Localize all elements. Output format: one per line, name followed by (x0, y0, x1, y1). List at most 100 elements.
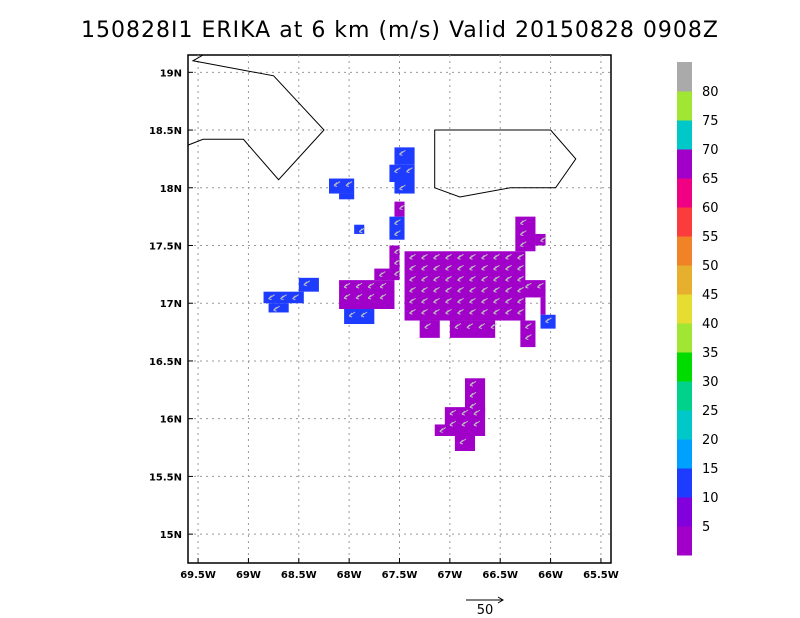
wind-arrow (445, 275, 452, 282)
echo-cell-1-0 (329, 178, 355, 194)
lat-tick-label-2: 16N (160, 415, 182, 426)
wind-arrow (457, 253, 464, 260)
chart-title: 150828I1 ERIKA at 6 km (m/s) Valid 20150… (81, 18, 719, 43)
wind-arrow (469, 286, 476, 293)
wind-arrow (409, 297, 416, 304)
wind-arrow (394, 248, 401, 254)
wind-arrow (433, 286, 440, 293)
echo-cell-8-0 (404, 251, 526, 321)
wind-arrow (493, 308, 500, 315)
wind-arrow (379, 293, 387, 300)
lat-tick-label-0: 15N (160, 530, 182, 541)
echo-cell-1-1 (339, 193, 355, 200)
wind-arrow (399, 184, 406, 191)
wind-arrow (469, 308, 476, 315)
wind-arrow (409, 275, 416, 282)
colorbar-label-11: 60 (702, 201, 719, 216)
colorbar: 5 10 15 20 25 30 35 40 45 50 55 60 65 70 75 80 (677, 62, 719, 556)
wind-arrow (481, 253, 488, 260)
lon-tick-label-7: 66W (538, 570, 563, 581)
wind-arrow (421, 286, 428, 293)
wind-arrow (360, 311, 368, 318)
colorbar-label-10: 55 (702, 230, 719, 245)
colorbar-label-1: 10 (702, 491, 719, 506)
wind-arrow (519, 241, 527, 248)
wind-vector-layer (268, 149, 552, 445)
wind-arrow (355, 282, 363, 289)
lat-tick-label-7: 18.5N (149, 126, 182, 137)
wind-arrow (394, 259, 401, 265)
colorbar-label-7: 40 (702, 317, 719, 332)
wind-arrow (348, 311, 356, 318)
wind-arrow (473, 420, 481, 427)
vector-key: 50 (466, 596, 504, 618)
echo-cell-5-2 (268, 303, 289, 313)
wind-arrow (292, 294, 299, 301)
colorbar-segment-16 (677, 62, 692, 92)
wind-arrow (473, 409, 481, 416)
wind-arrow (457, 297, 464, 304)
wind-arrow (493, 297, 500, 304)
wind-arrow (481, 264, 488, 271)
wind-arrow (457, 275, 464, 282)
colorbar-segment-11 (677, 207, 692, 237)
wind-arrow (469, 391, 477, 398)
echo-cell-6-2 (374, 268, 395, 281)
colorbar-segment-12 (677, 178, 692, 208)
echo-cell-5-1 (298, 277, 319, 292)
wind-arrow (519, 219, 527, 226)
wind-arrow (505, 253, 512, 260)
wind-arrow (449, 409, 457, 416)
axis-ticks: 69.5W 69W 68.5W 68W 67.5W 67W 66.5W 66W 65.5W 15N… (149, 68, 619, 581)
lon-tick-label-6: 66.5W (482, 570, 518, 581)
wind-arrow (268, 294, 275, 301)
wind-arrow (525, 323, 532, 330)
echo-cell-9-0 (540, 314, 556, 329)
wind-arrow (439, 427, 447, 433)
wind-arrow (421, 275, 428, 282)
lat-tick-label-6: 18N (160, 184, 182, 195)
wind-arrow (493, 264, 500, 271)
lat-tick-label-5: 17.5N (149, 242, 182, 253)
lon-tick-label-3: 68W (337, 570, 362, 581)
coastline-0 (187, 54, 325, 181)
wind-arrow (461, 420, 469, 427)
colorbar-label-8: 45 (702, 288, 719, 303)
colorbar-segment-14 (677, 120, 692, 150)
wind-arrow (367, 293, 375, 300)
lat-tick-label-1: 15.5N (149, 472, 182, 483)
wind-arrow (525, 282, 532, 289)
vector-key-label: 50 (477, 603, 494, 618)
echo-cell-8-1 (515, 216, 536, 252)
wind-arrow (459, 438, 467, 445)
wind-arrow (478, 323, 486, 330)
wind-arrow (454, 323, 462, 330)
lon-tick-label-0: 69.5W (180, 570, 216, 581)
wind-arrow (517, 286, 524, 293)
wind-arrow (355, 293, 363, 300)
wind-arrow (406, 167, 413, 174)
colorbar-segment-15 (677, 91, 692, 121)
wind-arrow (469, 297, 476, 304)
wind-arrow (280, 294, 287, 301)
wind-arrow (445, 253, 452, 260)
colorbar-segment-10 (677, 236, 692, 266)
wind-arrow (421, 253, 428, 260)
echo-cell-10-3 (454, 436, 476, 452)
wind-arrow (445, 297, 452, 304)
colorbar-label-9: 50 (702, 259, 719, 274)
colorbar-segment-4 (677, 410, 692, 440)
wind-arrow (505, 297, 512, 304)
wind-arrow (505, 286, 512, 293)
lon-tick-label-8: 65.5W (583, 570, 619, 581)
wind-arrow (457, 264, 464, 271)
lat-tick-label-8: 19N (160, 68, 182, 79)
colorbar-label-12: 65 (702, 172, 719, 187)
wind-arrow (358, 227, 366, 234)
coastline-1 (434, 129, 577, 198)
wind-arrow (433, 264, 440, 271)
wind-arrow (445, 286, 452, 293)
wind-arrow (433, 275, 440, 282)
wind-arrow (481, 286, 488, 293)
wind-arrow (394, 270, 401, 276)
